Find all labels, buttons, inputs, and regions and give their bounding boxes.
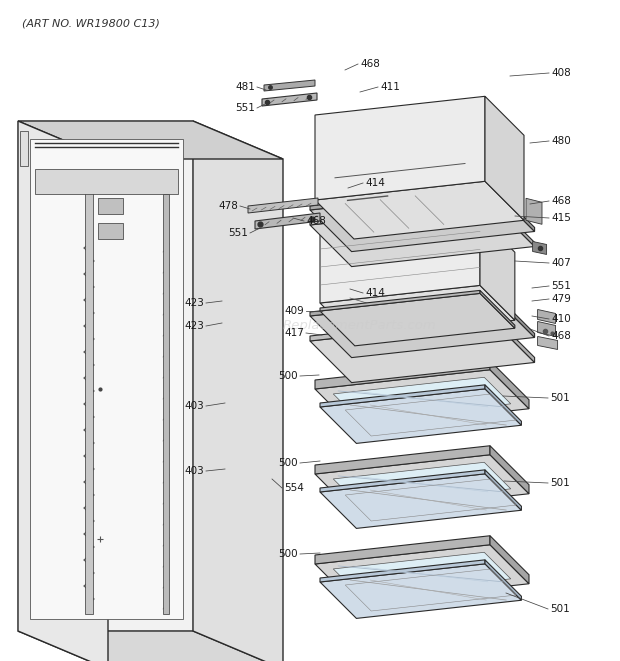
Polygon shape	[18, 631, 283, 661]
Polygon shape	[538, 321, 556, 336]
Polygon shape	[310, 186, 493, 210]
Text: 410: 410	[551, 314, 571, 324]
Polygon shape	[320, 474, 521, 528]
Polygon shape	[18, 121, 193, 631]
Polygon shape	[315, 536, 490, 564]
Polygon shape	[264, 80, 315, 91]
Polygon shape	[493, 201, 534, 247]
Polygon shape	[493, 186, 534, 231]
Text: 480: 480	[551, 136, 571, 146]
Polygon shape	[333, 377, 511, 420]
Polygon shape	[310, 201, 493, 225]
Polygon shape	[526, 198, 542, 224]
Polygon shape	[485, 385, 521, 425]
Text: 414: 414	[365, 288, 385, 298]
Text: 423: 423	[184, 321, 204, 331]
Polygon shape	[538, 336, 557, 350]
Polygon shape	[18, 121, 283, 159]
Polygon shape	[485, 560, 521, 600]
Polygon shape	[320, 290, 480, 311]
Polygon shape	[85, 189, 93, 614]
Polygon shape	[320, 564, 521, 619]
Polygon shape	[262, 93, 317, 106]
Text: 501: 501	[550, 604, 570, 614]
Polygon shape	[533, 241, 547, 254]
Text: 403: 403	[184, 466, 204, 476]
Polygon shape	[493, 316, 534, 362]
Polygon shape	[320, 389, 521, 444]
Text: 479: 479	[551, 294, 571, 304]
Text: 468: 468	[551, 196, 571, 206]
Polygon shape	[538, 309, 556, 323]
Text: 500: 500	[278, 549, 298, 559]
Polygon shape	[315, 181, 524, 239]
Polygon shape	[320, 286, 515, 338]
Text: 409: 409	[284, 306, 304, 316]
Text: 407: 407	[551, 258, 571, 268]
Polygon shape	[480, 290, 515, 329]
Polygon shape	[35, 169, 178, 194]
Text: 417: 417	[284, 328, 304, 338]
Text: 423: 423	[184, 298, 204, 308]
Polygon shape	[310, 205, 534, 266]
Polygon shape	[490, 536, 529, 584]
Polygon shape	[485, 470, 521, 510]
Text: 468: 468	[551, 331, 571, 341]
Polygon shape	[320, 293, 515, 346]
Polygon shape	[98, 223, 123, 239]
Polygon shape	[310, 190, 534, 252]
Text: 478: 478	[218, 201, 238, 211]
Polygon shape	[320, 217, 480, 303]
Polygon shape	[480, 217, 515, 320]
Polygon shape	[310, 316, 493, 341]
Text: ReplacementParts.com: ReplacementParts.com	[283, 319, 437, 332]
Polygon shape	[248, 198, 318, 213]
Polygon shape	[315, 97, 485, 200]
Polygon shape	[315, 545, 529, 603]
Polygon shape	[315, 361, 490, 389]
Text: (ART NO. WR19800 C13): (ART NO. WR19800 C13)	[22, 18, 160, 28]
Text: 501: 501	[550, 393, 570, 403]
Text: 501: 501	[550, 478, 570, 488]
Text: 403: 403	[184, 401, 204, 411]
Polygon shape	[310, 321, 534, 383]
Polygon shape	[490, 446, 529, 494]
Polygon shape	[493, 292, 534, 338]
Text: 468: 468	[360, 59, 380, 69]
Polygon shape	[320, 470, 485, 492]
Polygon shape	[333, 553, 511, 596]
Polygon shape	[315, 455, 529, 513]
Polygon shape	[163, 194, 169, 614]
Text: 468: 468	[306, 216, 326, 226]
Polygon shape	[255, 213, 320, 229]
Polygon shape	[490, 361, 529, 408]
Text: 408: 408	[551, 68, 571, 78]
Polygon shape	[485, 97, 524, 220]
Text: 415: 415	[551, 213, 571, 223]
Text: 411: 411	[380, 82, 400, 92]
Text: 554: 554	[284, 483, 304, 493]
Polygon shape	[310, 292, 493, 316]
Text: 551: 551	[228, 228, 248, 238]
Polygon shape	[320, 560, 485, 582]
Text: 500: 500	[278, 458, 298, 468]
Polygon shape	[310, 296, 534, 358]
Polygon shape	[20, 131, 28, 166]
Polygon shape	[30, 139, 183, 619]
Polygon shape	[333, 462, 511, 506]
Polygon shape	[193, 121, 283, 661]
Text: 500: 500	[278, 371, 298, 381]
Text: 551: 551	[551, 281, 571, 291]
Polygon shape	[315, 369, 529, 428]
Polygon shape	[98, 198, 123, 214]
Polygon shape	[18, 121, 108, 661]
Text: 551: 551	[235, 103, 255, 113]
Polygon shape	[320, 385, 485, 407]
Text: 414: 414	[365, 178, 385, 188]
Text: 481: 481	[235, 82, 255, 92]
Polygon shape	[315, 446, 490, 474]
